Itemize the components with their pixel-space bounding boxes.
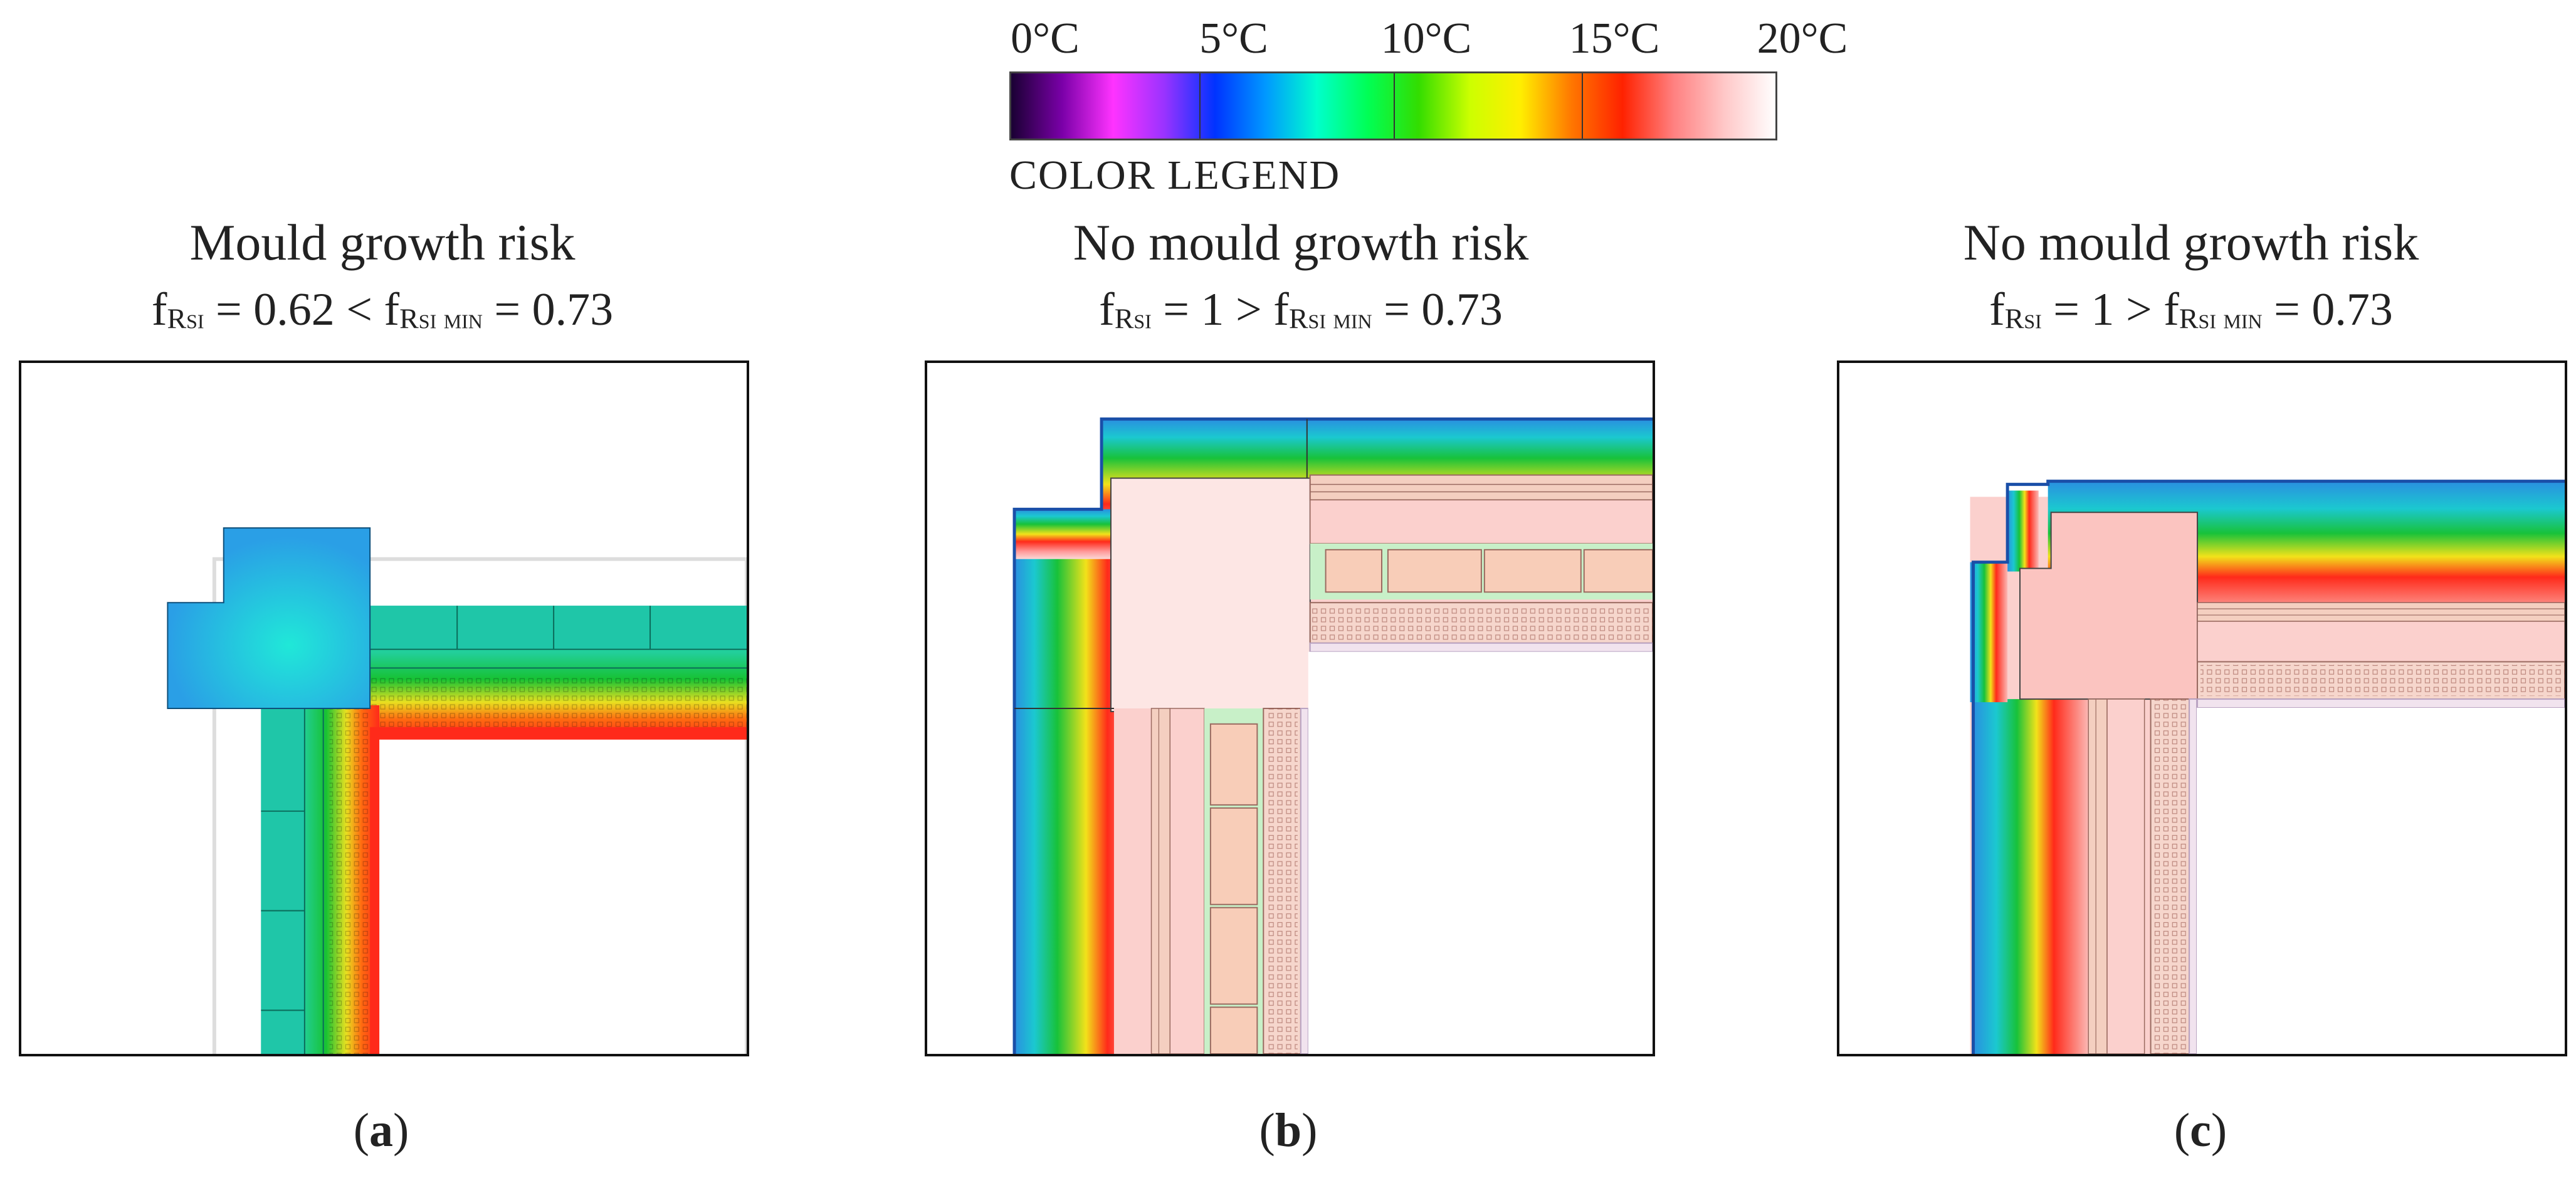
formula-f: f	[151, 284, 167, 335]
legend-tick-labels: 0°C 5°C 10°C 15°C 20°C	[1009, 14, 1848, 70]
legend-tick-10: 10°C	[1380, 14, 1472, 63]
panel-b-formula: fRsi = 1 > fRsi min = 0.73	[890, 283, 1711, 337]
formula-value: = 1 >	[1151, 284, 1274, 335]
formula-value: = 0.62 <	[204, 284, 384, 335]
legend-divider-10	[1394, 73, 1395, 139]
outer-edge	[1012, 417, 1653, 1054]
concrete-column	[1110, 477, 1311, 712]
wall-construction	[2088, 698, 2198, 1054]
interior-outline	[212, 557, 747, 1054]
room-interior	[1308, 651, 1653, 1054]
panel-label-a: (a)	[353, 1104, 409, 1157]
panel-c-formula: fRsi = 1 > fRsi min = 0.73	[1806, 283, 2576, 337]
formula-subscript-min: Rsi min	[1288, 302, 1372, 335]
panel-a-formula: fRsi = 0.62 < fRsi min = 0.73	[0, 283, 765, 337]
panel-label-b: (b)	[1259, 1104, 1318, 1157]
outer-edge	[1972, 480, 2565, 1054]
roof-construction	[1309, 474, 1653, 653]
formula-f: f	[1989, 284, 2005, 335]
thermal-plot-b	[925, 360, 1655, 1056]
thermal-plot-c	[1837, 360, 2567, 1056]
formula-subscript-min: Rsi min	[399, 302, 483, 335]
legend-tick-15: 15°C	[1569, 14, 1660, 63]
wall-construction	[1113, 708, 1309, 1054]
color-legend: 0°C 5°C 10°C 15°C 20°C COLOR LEGEND	[1009, 14, 1848, 202]
formula-min-value: = 0.73	[1372, 284, 1503, 335]
panel-label-c: (c)	[2174, 1104, 2227, 1157]
formula-min-value: = 0.73	[2262, 284, 2393, 335]
roof-construction	[2197, 602, 2565, 708]
legend-divider-15	[1582, 73, 1583, 139]
concrete-column	[167, 527, 371, 709]
formula-f-min: f	[384, 284, 400, 335]
formula-subscript-min: Rsi min	[2179, 302, 2263, 335]
roof-insulation	[367, 677, 747, 727]
room-interior	[2197, 708, 2565, 1054]
concrete-column	[2019, 512, 2199, 700]
wall-insulation-gradient	[1973, 699, 2089, 1054]
wall-block-lines	[261, 705, 324, 1054]
thermal-plot-c-svg	[1839, 363, 2565, 1054]
legend-tick-5: 5°C	[1199, 14, 1268, 63]
panel-c-title: No mould growth risk	[1963, 214, 2419, 271]
formula-f-min: f	[2163, 284, 2179, 335]
roof-block-lines	[367, 606, 747, 669]
thermal-plot-a-svg	[167, 527, 747, 1054]
legend-tick-0: 0°C	[1011, 14, 1080, 63]
legend-color-bar	[1009, 71, 1777, 140]
formula-min-value: = 0.73	[482, 284, 614, 335]
panel-b-title: No mould growth risk	[1073, 214, 1529, 271]
formula-value: = 1 >	[2041, 284, 2164, 335]
roof-block-layer	[367, 606, 747, 649]
formula-f: f	[1099, 284, 1115, 335]
formula-f-min: f	[1273, 284, 1289, 335]
wall-insulation	[329, 705, 371, 1054]
formula-subscript: Rsi	[1114, 302, 1152, 335]
wall-block-layer	[261, 705, 305, 1054]
formula-subscript: Rsi	[2004, 302, 2042, 335]
legend-divider-5	[1199, 73, 1201, 139]
legend-caption: COLOR LEGEND	[1009, 152, 1341, 198]
thermal-plot-b-svg	[927, 363, 1653, 1054]
panel-a-title: Mould growth risk	[189, 214, 576, 271]
formula-subscript: Rsi	[167, 302, 204, 335]
legend-tick-20: 20°C	[1757, 14, 1848, 63]
thermal-plot-a	[19, 360, 749, 1056]
